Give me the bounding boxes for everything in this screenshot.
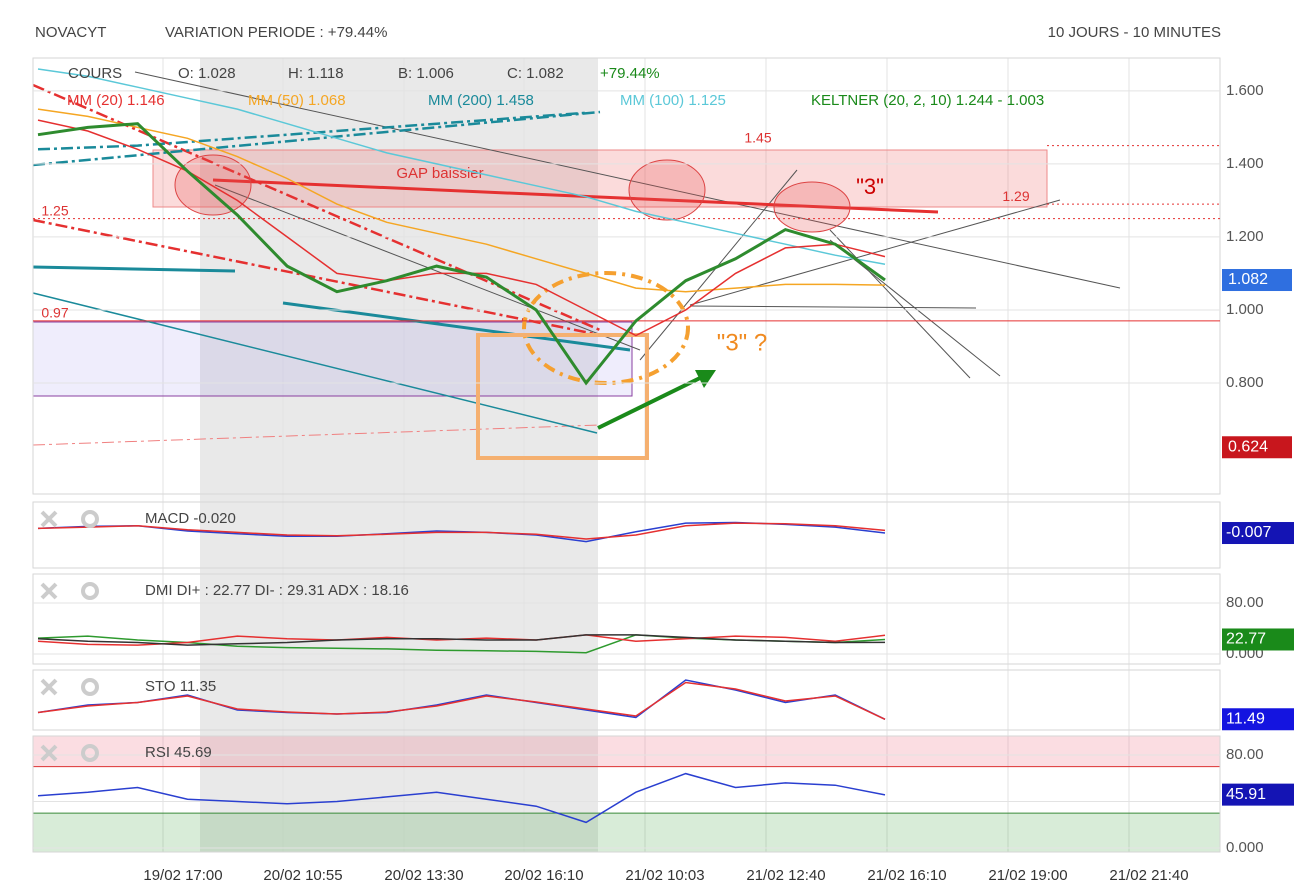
series-line bbox=[37, 679, 886, 720]
trend-line bbox=[32, 292, 598, 434]
trend-line bbox=[282, 301, 631, 352]
series-line bbox=[37, 108, 886, 293]
trend-line bbox=[32, 218, 601, 337]
legend-entry: KELTNER (20, 2, 10) 1.244 - 1.003 bbox=[811, 92, 1044, 109]
settings-icon bbox=[81, 744, 99, 762]
level-label: 1.29 bbox=[1002, 188, 1029, 204]
highlight bbox=[174, 154, 252, 216]
legend-entry: MM (200) 1.458 bbox=[428, 92, 534, 109]
panel-frame bbox=[32, 669, 1221, 731]
annotation: GAP baissier bbox=[396, 165, 483, 182]
arrow-head bbox=[695, 370, 716, 388]
series-line bbox=[37, 681, 886, 720]
legend-entry: C: 1.082 bbox=[507, 65, 564, 82]
level-label: 1.25 bbox=[41, 202, 68, 218]
level-label: 1.45 bbox=[744, 129, 771, 145]
symbol: NOVACYT bbox=[35, 24, 106, 41]
panel-frame bbox=[32, 501, 1221, 569]
overbought-zone bbox=[33, 736, 1220, 767]
settings-icon bbox=[81, 678, 99, 696]
price-tag-label: 1.082 bbox=[1228, 271, 1268, 288]
close-icon bbox=[40, 510, 58, 528]
time-grid bbox=[162, 58, 1130, 852]
x-tick-label: 21/02 16:10 bbox=[867, 867, 946, 884]
y-tick-label: 0.000 bbox=[1226, 839, 1264, 856]
settings-icon bbox=[81, 582, 99, 600]
trend-line bbox=[32, 265, 236, 273]
x-tick-label: 20/02 13:30 bbox=[384, 867, 463, 884]
x-tick-label: 21/02 21:40 bbox=[1109, 867, 1188, 884]
legend-entry: +79.44% bbox=[600, 65, 660, 82]
value-badge bbox=[1222, 628, 1294, 651]
y-tick-label: 0.800 bbox=[1226, 374, 1264, 391]
value-badge-label: 11.49 bbox=[1226, 710, 1265, 727]
y-tick-label: 1.600 bbox=[1226, 82, 1264, 99]
panel-frame bbox=[32, 735, 1221, 853]
settings-icon bbox=[81, 510, 99, 528]
panel-title: MACD -0.020 bbox=[145, 510, 236, 527]
oversold-zone bbox=[33, 813, 1220, 852]
value-badge bbox=[1222, 522, 1294, 545]
session-shade bbox=[200, 58, 598, 852]
close-icon bbox=[40, 744, 58, 762]
series-line bbox=[37, 772, 886, 824]
trend-line bbox=[32, 424, 601, 446]
highlight bbox=[628, 159, 706, 221]
trend-line bbox=[32, 110, 601, 167]
value-badge bbox=[1222, 708, 1294, 731]
arrow bbox=[597, 376, 701, 430]
x-tick-label: 21/02 12:40 bbox=[746, 867, 825, 884]
legend-entry: B: 1.006 bbox=[398, 65, 454, 82]
price-tag bbox=[1222, 436, 1292, 459]
series-line bbox=[37, 634, 886, 646]
legend-entry: MM (100) 1.125 bbox=[620, 92, 726, 109]
annotation: "3" bbox=[856, 174, 884, 199]
legend-entry: MM (20) 1.146 bbox=[67, 92, 165, 109]
legend-entry: MM (50) 1.068 bbox=[248, 92, 346, 109]
legend-entry: H: 1.118 bbox=[288, 65, 344, 82]
highlight bbox=[773, 181, 851, 233]
legend-entry: COURS bbox=[68, 65, 122, 82]
y-tick-label: 1.400 bbox=[1226, 155, 1264, 172]
value-badge-label: 22.77 bbox=[1226, 631, 1266, 648]
x-tick-label: 20/02 10:55 bbox=[263, 867, 342, 884]
x-tick-label: 21/02 10:03 bbox=[625, 867, 704, 884]
y-tick-label: 1.200 bbox=[1226, 228, 1264, 245]
annotation: "3" ? bbox=[717, 329, 767, 356]
level-label: 0.97 bbox=[41, 305, 68, 321]
close-icon bbox=[40, 678, 58, 696]
y-tick-label: 80.00 bbox=[1226, 594, 1264, 611]
panel-title: DMI DI+ : 22.77 DI- : 29.31 ADX : 18.16 bbox=[145, 582, 409, 599]
x-tick-label: 19/02 17:00 bbox=[143, 867, 222, 884]
price-tag bbox=[1222, 269, 1292, 292]
panel-frame bbox=[32, 57, 1221, 495]
trend-line bbox=[689, 305, 977, 309]
resistance-line bbox=[212, 178, 939, 214]
period: 10 JOURS - 10 MINUTES bbox=[1048, 24, 1221, 41]
y-tick-label: 80.00 bbox=[1226, 746, 1264, 763]
value-badge-label: 45.91 bbox=[1226, 786, 1266, 803]
value-badge-label: -0.007 bbox=[1226, 524, 1271, 541]
series-line bbox=[37, 68, 886, 266]
variation: VARIATION PERIODE : +79.44% bbox=[165, 24, 387, 41]
value-badge bbox=[1222, 783, 1294, 806]
series-line bbox=[37, 122, 886, 386]
series-line bbox=[37, 119, 886, 337]
legend-entry: O: 1.028 bbox=[178, 65, 236, 82]
panel-frame bbox=[32, 573, 1221, 665]
panel-title: STO 11.35 bbox=[145, 678, 216, 695]
x-tick-label: 21/02 19:00 bbox=[988, 867, 1067, 884]
y-tick-label: 1.000 bbox=[1226, 301, 1264, 318]
highlight-box bbox=[476, 333, 649, 460]
series-line bbox=[37, 522, 886, 540]
panel-title: RSI 45.69 bbox=[145, 744, 212, 761]
price-tag-label: 0.624 bbox=[1228, 438, 1268, 455]
close-icon bbox=[40, 582, 58, 600]
x-tick-label: 20/02 16:10 bbox=[504, 867, 583, 884]
trend-line bbox=[134, 71, 1121, 289]
trend-line bbox=[829, 229, 971, 379]
